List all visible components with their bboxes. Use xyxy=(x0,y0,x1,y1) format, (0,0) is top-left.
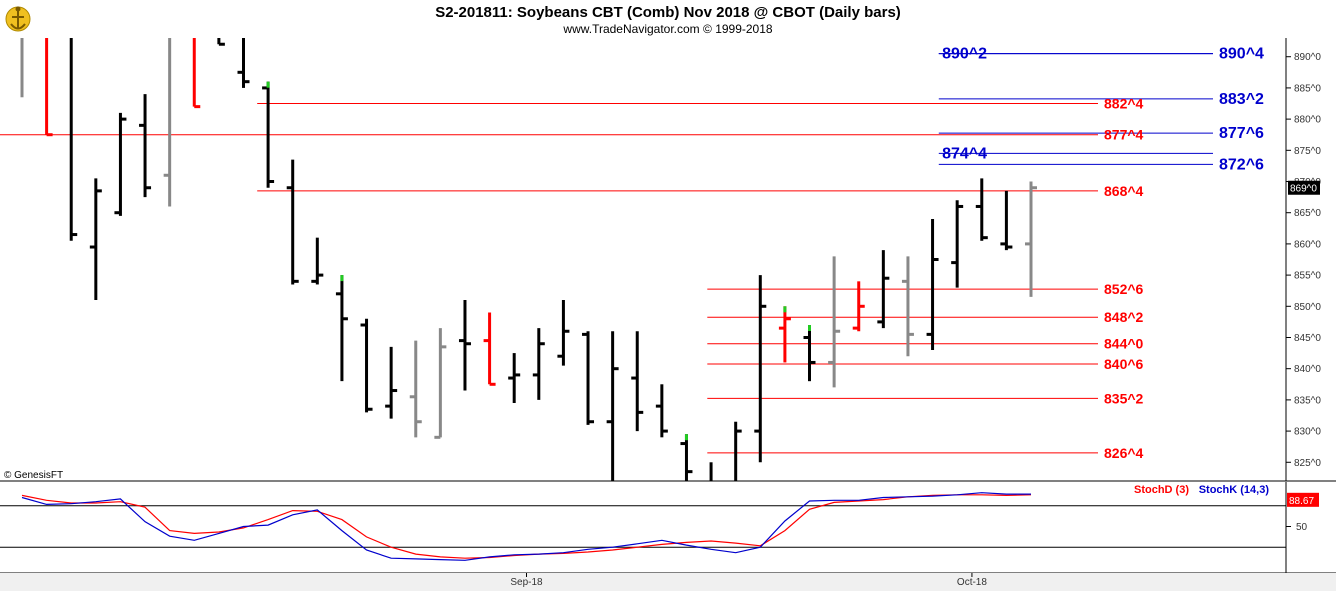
ohlc-bar xyxy=(508,353,521,404)
ohlc-bar xyxy=(163,38,172,207)
level-label: 835^2 xyxy=(1104,390,1144,406)
chart-title: S2-201811: Soybeans CBT (Comb) Nov 2018 … xyxy=(435,4,901,21)
price-tick-label: 865^0 xyxy=(1294,208,1321,219)
ohlc-bar xyxy=(828,256,841,388)
ohlc-bar xyxy=(192,38,201,109)
ohlc-bar xyxy=(852,281,865,332)
ohlc-bar xyxy=(458,300,471,391)
level-label: 840^6 xyxy=(1104,356,1144,372)
ohlc-bar xyxy=(1000,190,1013,251)
level-label: 890^4 xyxy=(1219,46,1264,63)
ohlc-bar xyxy=(89,178,102,301)
ohlc-bar xyxy=(803,325,816,382)
ohlc-bar xyxy=(69,38,78,241)
price-tick-label: 840^0 xyxy=(1294,364,1321,375)
chart-subtitle: www.TradeNavigator.com © 1999-2018 xyxy=(562,22,772,36)
ohlc-bar xyxy=(975,178,988,241)
ohlc-bar xyxy=(286,159,299,285)
time-tick-label: Sep-18 xyxy=(510,577,543,588)
price-tick-label: 855^0 xyxy=(1294,271,1321,282)
copyright-label: © GenesisFT xyxy=(4,470,63,481)
ohlc-bar xyxy=(237,38,250,88)
ohlc-bar xyxy=(360,318,373,413)
level-label: 872^6 xyxy=(1219,156,1264,173)
level-label: 844^0 xyxy=(1104,336,1144,352)
price-tick-label: 860^0 xyxy=(1294,239,1321,250)
ohlc-bar xyxy=(434,328,447,439)
indicator-tick-label: 50 xyxy=(1296,522,1308,533)
price-tick-label: 880^0 xyxy=(1294,115,1321,126)
ohlc-bar xyxy=(606,331,619,481)
ohlc-bar xyxy=(311,237,324,285)
ohlc-bar xyxy=(582,331,595,425)
last-price-tag xyxy=(1288,180,1320,195)
ohlc-bar xyxy=(754,275,767,463)
level-label: 877^6 xyxy=(1219,125,1264,142)
ohlc-bar xyxy=(1025,181,1037,297)
ohlc-bar xyxy=(409,340,422,438)
level-label: 848^2 xyxy=(1104,309,1144,325)
ohlc-bar xyxy=(385,346,398,419)
price-tick-label: 875^0 xyxy=(1294,146,1321,157)
ohlc-bar xyxy=(262,81,275,188)
price-axis xyxy=(1286,38,1336,481)
price-tick-label: 890^0 xyxy=(1294,52,1321,63)
ohlc-bar xyxy=(926,218,939,350)
stochastic-panel[interactable]: 50 StochD (3) StochK (14,3) 88.67 Sep-18 Oct-… xyxy=(0,480,1336,591)
price-tick-label: 850^0 xyxy=(1294,302,1321,313)
level-label: 874^4 xyxy=(942,145,987,162)
stochastic-series-line xyxy=(21,494,1032,559)
time-axis xyxy=(0,573,1336,591)
ohlc-bar xyxy=(335,275,348,382)
ohlc-bar xyxy=(532,328,545,400)
time-tick-label: Oct-18 xyxy=(957,577,987,588)
level-label: 852^6 xyxy=(1104,281,1144,297)
ohlc-bar xyxy=(631,331,644,432)
ohlc-bar xyxy=(45,38,53,137)
level-label: 882^4 xyxy=(1104,96,1144,112)
level-label: 883^2 xyxy=(1219,91,1264,108)
ohlc-bar xyxy=(114,112,127,216)
price-tick-label: 825^0 xyxy=(1294,458,1321,469)
ohlc-bar xyxy=(877,250,890,329)
level-label: 868^4 xyxy=(1104,183,1144,199)
price-tick-label: 845^0 xyxy=(1294,333,1321,344)
price-tick-label: 885^0 xyxy=(1294,83,1321,94)
price-panel[interactable]: 825^0 830^0 835^0 840^0 845^0 850^0 855^0 860^0… xyxy=(0,38,1336,481)
ohlc-bar xyxy=(680,434,693,481)
ohlc-bar xyxy=(778,306,791,363)
level-label: 826^4 xyxy=(1104,445,1144,461)
ohlc-bar xyxy=(655,384,668,438)
stochastic-series-line xyxy=(21,492,1031,561)
ohlc-bar xyxy=(901,256,914,357)
ohlc-bar xyxy=(217,38,225,46)
price-tick-label: 830^0 xyxy=(1294,427,1321,438)
price-tick-label: 835^0 xyxy=(1294,395,1321,406)
ohlc-bar xyxy=(951,200,964,288)
price-plot-area xyxy=(0,38,1286,481)
legend-stochk: StochK (14,3) xyxy=(1199,484,1270,496)
ohlc-bar xyxy=(734,421,742,481)
trade-navigator-logo-icon[interactable] xyxy=(5,6,31,32)
last-value-label: 88.67 xyxy=(1289,496,1314,507)
header-bar xyxy=(0,0,1336,38)
ohlc-bar xyxy=(557,300,570,366)
last-price-label: 869^0 xyxy=(1290,184,1317,195)
ohlc-bar xyxy=(139,94,152,198)
last-value-tag xyxy=(1287,492,1319,507)
ohlc-bar xyxy=(483,312,496,386)
legend-stochd: StochD (3) xyxy=(1134,484,1189,496)
level-label: 877^4 xyxy=(1104,127,1144,143)
